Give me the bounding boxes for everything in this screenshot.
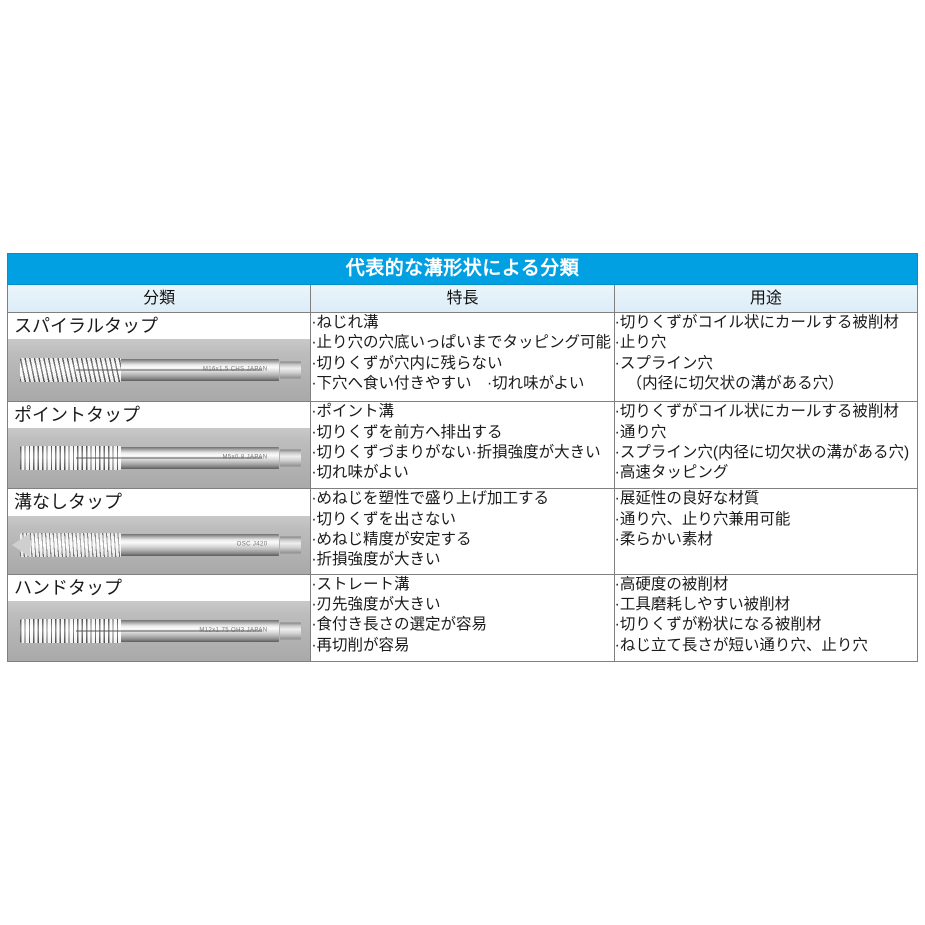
use-line: ·ねじ立て長さが短い通り穴、止り穴 (614, 636, 868, 654)
tap-square-end (280, 361, 302, 379)
use-line: ·切りくずが粉状になる被削材 (614, 616, 822, 634)
tap-shank (115, 447, 279, 470)
use-line: ·スプライン穴 (614, 354, 713, 372)
feature-line: ·再切削が容易 (311, 636, 410, 654)
feature-line: ·めねじ精度が安定する (311, 531, 472, 549)
use-line: ·高速タッピング (614, 464, 729, 482)
tap-engraving: OSC J420 (236, 540, 268, 547)
table-title-row: 代表的な溝形状による分類 (7, 253, 918, 285)
tap-shank (115, 359, 279, 382)
uses-cell-point: ·切りくずがコイル状にカールする被削材 ·通り穴 ·スプライン穴(内径に切欠状の… (613, 401, 919, 490)
use-line: ·スプライン穴(内径に切欠状の溝がある穴) (614, 443, 910, 461)
tap-groove-line (76, 369, 262, 372)
feature-line: ·刃先強度が大きい (311, 596, 441, 613)
feature-line: ·止り穴の穴底いっぱいまでタッピング可能 (311, 334, 611, 352)
uses-cell-fluteless: ·展延性の良好な材質 ·通り穴、止り穴兼用可能 ·柔らかい素材 (613, 488, 919, 575)
category-cell-hand: ハンドタップ M12x1.75 OH3 JAPAN (6, 573, 312, 662)
use-line: ·切りくずがコイル状にカールする被削材 (614, 314, 899, 331)
tap-illustration: M16x1.5 CHS JAPAN (20, 353, 302, 387)
point-tap-photo: M5x0.8 JAPAN (8, 428, 311, 489)
uses-cell-spiral: ·切りくずがコイル状にカールする被削材 ·止り穴 ·スプライン穴 （内径に切欠状… (613, 311, 919, 403)
tap-square-end (280, 536, 302, 554)
column-header-category: 分類 (6, 284, 312, 313)
feature-line: ·食付き長さの選定が容易 (311, 616, 487, 634)
table-row: 溝なしタップ OSC J420 ·めねじを塑性で盛り上げ加工する ·切りくずを出… (6, 488, 919, 575)
feature-line: ·ねじれ溝 (311, 314, 379, 331)
tap-engraving: M16x1.5 CHS JAPAN (202, 366, 268, 373)
column-header-uses: 用途 (613, 284, 919, 313)
use-line: ·工具磨耗しやすい被削材 (614, 596, 791, 613)
uses-cell-hand: ·高硬度の被削材 ·工具磨耗しやすい被削材 ·切りくずが粉状になる被削材 ·ねじ… (613, 573, 919, 662)
fluteless-roll-tap-photo: OSC J420 (8, 515, 311, 574)
tap-shank (115, 533, 279, 556)
table-header-row: 分類 特長 用途 (6, 284, 919, 313)
use-line: ·展延性の良好な材質 (614, 490, 760, 508)
features-cell-hand: ·ストレート溝 ·刃先強度が大きい ·食付き長さの選定が容易 ·再切削が容易 (310, 573, 615, 662)
category-label: スパイラルタップ (8, 313, 311, 340)
use-line: ·高硬度の被削材 (614, 575, 729, 593)
tap-square-end (280, 449, 302, 467)
use-line: ·通り穴、止り穴兼用可能 (614, 510, 791, 528)
table-row: スパイラルタップ M16x1.5 CHS JAPAN ·ねじれ溝 ·止り穴の穴底… (6, 311, 919, 403)
feature-line: ·切りくずを前方へ排出する (311, 423, 503, 441)
feature-line: ·ポイント溝 (311, 403, 394, 421)
tap-illustration: OSC J420 (11, 528, 302, 562)
feature-line: ·ストレート溝 (311, 575, 410, 593)
tap-square-end (280, 622, 302, 640)
category-cell-fluteless: 溝なしタップ OSC J420 (6, 488, 312, 575)
category-label: 溝なしタップ (8, 489, 311, 516)
column-header-features: 特長 (310, 284, 615, 313)
use-line: ·柔らかい素材 (614, 531, 713, 549)
groove-shape-classification-table: 代表的な溝形状による分類 分類 特長 用途 スパイラルタップ M16x1.5 C… (6, 253, 919, 662)
tap-flute (20, 618, 122, 643)
tap-flute (20, 446, 122, 471)
use-line: ·切りくずがコイル状にカールする被削材 (614, 403, 899, 421)
tap-shank (115, 619, 279, 642)
feature-line: ·切りくずづまりがない·折損強度が大きい (311, 443, 601, 461)
tap-illustration: M12x1.75 OH3 JAPAN (20, 614, 302, 648)
use-line: （内径に切欠状の溝がある穴） (626, 374, 844, 392)
table-row: ポイントタップ M5x0.8 JAPAN ·ポイント溝 ·切りくずを前方へ排出す… (6, 401, 919, 490)
feature-line: ·折損強度が大きい (311, 551, 441, 569)
category-cell-point: ポイントタップ M5x0.8 JAPAN (6, 401, 312, 490)
category-cell-spiral: スパイラルタップ M16x1.5 CHS JAPAN (6, 311, 312, 403)
category-label: ハンドタップ (8, 574, 311, 601)
tap-illustration: M5x0.8 JAPAN (20, 441, 302, 475)
feature-line: ·切りくずが穴内に残らない (311, 354, 503, 372)
category-label: ポイントタップ (8, 402, 311, 429)
features-cell-spiral: ·ねじれ溝 ·止り穴の穴底いっぱいまでタッピング可能 ·切りくずが穴内に残らない… (310, 311, 615, 403)
tap-flute (20, 532, 122, 557)
features-cell-point: ·ポイント溝 ·切りくずを前方へ排出する ·切りくずづまりがない·折損強度が大き… (310, 401, 615, 490)
features-cell-fluteless: ·めねじを塑性で盛り上げ加工する ·切りくずを出さない ·めねじ精度が安定する … (310, 488, 615, 575)
table-row: ハンドタップ M12x1.75 OH3 JAPAN ·ストレート溝 ·刃先強度が… (6, 573, 919, 662)
spiral-flute-tap-photo: M16x1.5 CHS JAPAN (8, 339, 311, 402)
tap-chamfer-tip (11, 532, 30, 557)
hand-tap-photo: M12x1.75 OH3 JAPAN (8, 600, 311, 661)
use-line: ·通り穴 (614, 423, 667, 441)
tap-groove-line (76, 629, 262, 632)
tap-engraving: M12x1.75 OH3 JAPAN (199, 627, 268, 634)
use-line: ·止り穴 (614, 334, 667, 352)
feature-line: ·めねじを塑性で盛り上げ加工する (311, 490, 549, 508)
feature-line: ·切りくずを出さない (311, 510, 456, 528)
tap-flute (20, 358, 122, 383)
table-title: 代表的な溝形状による分類 (7, 253, 918, 285)
feature-line: ·切れ味がよい (311, 464, 409, 482)
feature-line: ·下穴へ食い付きやすい ·切れ味がよい (311, 374, 585, 392)
tap-groove-line (76, 457, 262, 460)
tap-engraving: M5x0.8 JAPAN (222, 454, 268, 461)
